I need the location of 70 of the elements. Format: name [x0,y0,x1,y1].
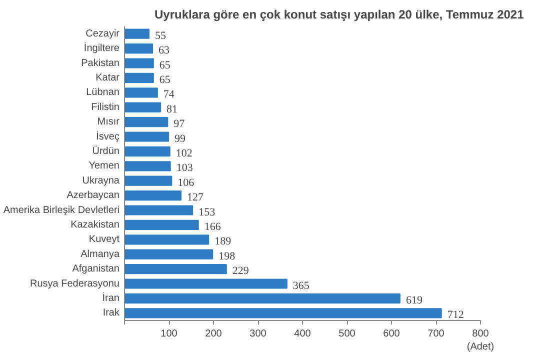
y-tick-label: Rusya Federasyonu [30,278,120,290]
bar [124,234,210,245]
data-label: 153 [198,206,216,218]
y-tick-label: Filistin [91,102,120,113]
y-tick-label: Katar [96,72,120,84]
y-tick-label: Kazakistan [70,219,120,230]
x-tick-label: 400 [294,328,312,340]
x-tick-label: 200 [205,328,222,340]
bar [124,146,170,157]
data-label: 65 [159,59,171,72]
y-tick-label: İngiltere [84,42,120,54]
data-label: 55 [154,30,166,42]
data-label: 619 [406,294,423,306]
data-label: 65 [159,74,171,86]
data-label: 229 [232,265,250,278]
data-label: 97 [174,118,186,130]
x-tick-label: 800 [472,328,490,340]
data-label: 106 [178,176,195,189]
bar [124,308,442,318]
y-tick-label: Ukrayna [82,175,120,186]
y-tick-label: Yemen [88,160,120,172]
data-label: 127 [187,192,204,204]
bar [124,293,400,304]
bar [124,249,214,260]
data-label: 63 [158,44,170,57]
chart-title: Uyruklara göre en çok konut satışı yapılan 20 ülke, Temmuz 2021 [154,8,524,22]
x-axis-title: (Adet) [466,342,494,352]
bar [124,72,154,84]
data-label: 166 [204,220,222,233]
data-label: 198 [218,250,236,262]
data-label: 74 [163,88,175,101]
y-tick-label: Cezayir [86,28,120,40]
y-tick-label: Pakistan [81,58,120,69]
y-tick-label: Azerbaycan [66,190,120,202]
bar [124,264,227,274]
y-tick-label: Kuveyt [88,234,120,246]
y-tick-label: Almanya [80,248,120,260]
bar [124,190,182,201]
y-tick-label: İran [102,292,120,304]
data-label: 99 [174,132,186,145]
y-tick-label: Ürdün [92,144,120,157]
bar [124,278,288,289]
bar [124,102,162,112]
bar [124,43,154,54]
x-tick-label: 300 [250,328,267,340]
bar [124,220,199,230]
y-tick-label: Afganistan [72,264,120,275]
data-label: 365 [292,280,310,292]
x-tick-label: 500 [338,328,356,340]
x-tick-label: 600 [383,328,400,340]
bar [124,161,171,172]
bar [124,88,158,98]
data-label: 189 [214,236,232,248]
x-tick-label: 100 [160,328,178,340]
y-tick-label: Irak [102,308,120,319]
y-tick-label: Amerika Birleşik Devletleri [3,204,120,216]
bar [124,58,154,68]
x-tick-label: 700 [428,328,445,340]
data-label: 712 [447,309,464,322]
data-label: 103 [176,162,194,174]
y-tick-label: İsveç [96,130,120,142]
bar [124,176,172,186]
y-tick-label: Mısır [97,116,120,128]
bar [124,28,150,39]
data-label: 102 [176,147,192,160]
bar [124,205,194,216]
bar [124,132,170,142]
bar [124,116,168,128]
y-tick-label: Lübnan [86,87,120,98]
data-label: 81 [166,103,178,116]
